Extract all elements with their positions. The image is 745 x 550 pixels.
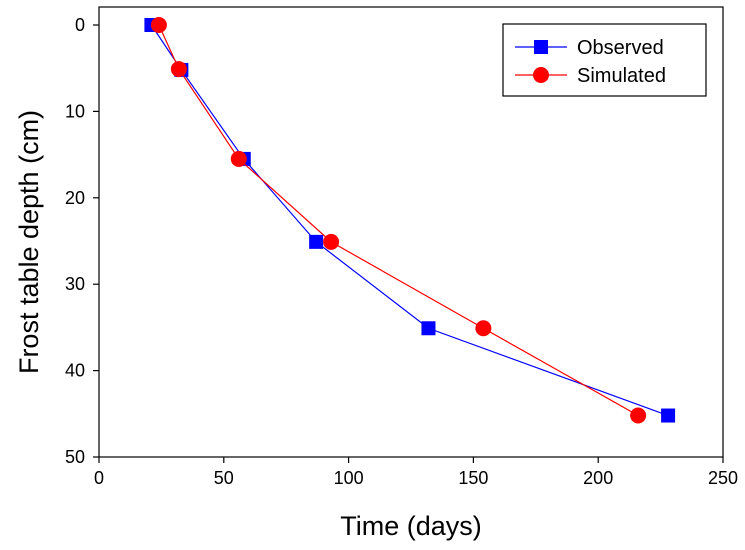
series-line-simulated: [158, 24, 639, 417]
legend-label-simulated: Simulated: [577, 65, 666, 87]
data-point: [630, 407, 647, 424]
legend-box: [502, 23, 707, 97]
series-simulated: [150, 17, 647, 424]
x-tick-label: 150: [458, 468, 488, 488]
x-tick-label: 100: [334, 468, 364, 488]
x-tick-label: 200: [583, 468, 613, 488]
y-tick-label: 10: [65, 101, 85, 121]
plot-frame: [98, 6, 724, 458]
y-tick-label: 30: [65, 274, 85, 294]
data-point: [230, 150, 247, 167]
x-axis-title: Time (days): [340, 511, 482, 541]
data-point: [309, 234, 324, 249]
data-point: [421, 321, 436, 336]
axes: 0 50 100 150 200 250 0 10 20 30 40 50: [65, 6, 738, 488]
y-tick-label: 0: [75, 15, 85, 35]
data-point: [150, 17, 167, 33]
data-point: [661, 408, 676, 423]
y-tick-label: 50: [65, 447, 85, 467]
y-tick-label: 20: [65, 188, 85, 208]
legend: Observed Simulated: [502, 23, 707, 97]
y-tick-label: 40: [65, 361, 85, 381]
data-point: [475, 320, 492, 337]
legend-label-observed: Observed: [577, 37, 664, 59]
x-tick-label: 250: [708, 468, 738, 488]
legend-marker: [533, 67, 549, 83]
x-tick-label: 50: [214, 468, 234, 488]
y-axis-title: Frost table depth (cm): [14, 110, 44, 374]
data-point: [170, 61, 187, 78]
data-point: [323, 233, 340, 250]
series-layer: [144, 17, 676, 424]
x-tick-label: 0: [94, 468, 104, 488]
legend-marker: [534, 40, 548, 54]
